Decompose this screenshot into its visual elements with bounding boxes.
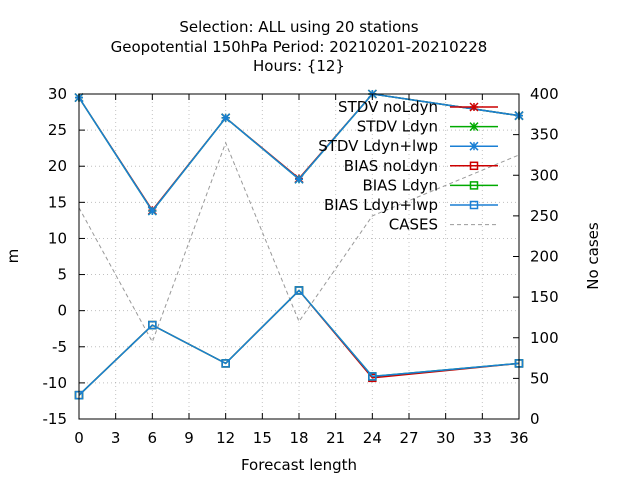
y-tick-label: 25 [48, 121, 67, 139]
series-cases [78, 141, 520, 344]
legend-label: CASES [389, 216, 438, 234]
legend-label: BIAS noLdyn [344, 157, 438, 175]
data-point-bias-ldyn-lwp [368, 372, 377, 381]
legend-marker-stroke [469, 122, 479, 132]
x-tick-label: 36 [509, 429, 528, 447]
x-axis-label: Forecast length [241, 456, 357, 474]
legend-marker [469, 141, 479, 151]
legend-item-bias-ldyn: BIAS Ldyn [362, 176, 498, 194]
x-tick-label: 27 [399, 429, 418, 447]
data-point-stdv-ldyn-lwp [147, 206, 157, 216]
x-tick-label: 30 [436, 429, 455, 447]
series-stdv-ldyn-lwp [74, 89, 524, 216]
data-point-stdv-ldyn-lwp-stroke [294, 174, 304, 184]
legend-label: BIAS Ldyn+lwp [324, 196, 438, 214]
data-point-stdv-ldyn-lwp-stroke [147, 206, 157, 216]
series-bias-ldyn-lwp [74, 286, 524, 400]
y2-tick-label: 100 [530, 329, 559, 347]
series-bias-ldyn [74, 286, 524, 400]
data-point-stdv-ldyn-lwp [294, 174, 304, 184]
grid [79, 94, 519, 419]
series-line-bias-ldyn-lwp [78, 289, 520, 396]
legend-item-cases: CASES [389, 216, 498, 234]
legend-marker [469, 102, 479, 112]
title-line-1: Selection: ALL using 20 stations [179, 18, 418, 36]
data-point-stdv-ldyn-lwp [221, 113, 231, 123]
legend-marker [469, 200, 479, 210]
legend-item-bias-ldyn-lwp: BIAS Ldyn+lwp [324, 196, 498, 214]
x-tick-label: 18 [289, 429, 308, 447]
y-tick-label: 0 [57, 302, 67, 320]
axis-ticks: 0 3 6 9 12 15 18 21 24 27 30 33 36-15-10-50510152025… [43, 85, 559, 447]
legend-marker-stroke [469, 102, 479, 112]
x-tick-label: 3 [111, 429, 121, 447]
y2-tick-label: 350 [530, 126, 559, 144]
x-tick-label: 33 [473, 429, 492, 447]
series-layer [74, 89, 524, 400]
legend-item-stdv-noldyn: STDV noLdyn [338, 98, 498, 116]
data-point-stdv-ldyn-lwp-stroke [221, 113, 231, 123]
title-line-3: Hours: {12} [253, 57, 345, 75]
y-tick-label: -15 [43, 410, 68, 428]
y-axis-label: m [4, 249, 22, 264]
x-tick-label: 21 [326, 429, 345, 447]
y2-tick-label: 250 [530, 207, 559, 225]
legend-label: STDV Ldyn+lwp [318, 137, 438, 155]
data-point-bias-ldyn-lwp [148, 320, 157, 330]
series-line-stdv-noldyn [78, 93, 520, 212]
legend-marker-stroke [469, 141, 479, 151]
x-tick-label: 24 [363, 429, 382, 447]
series-line-stdv-ldyn [78, 93, 520, 213]
x-tick-label: 0 [74, 429, 84, 447]
y2-tick-label: 150 [530, 288, 559, 306]
y-tick-label: -5 [52, 338, 67, 356]
y2-tick-label: 300 [530, 166, 559, 184]
x-tick-label: 12 [216, 429, 235, 447]
legend-label: STDV noLdyn [338, 98, 438, 116]
y2-tick-label: 400 [530, 85, 559, 103]
chart-title: Selection: ALL using 20 stations Geopote… [111, 18, 488, 75]
y2-tick-label: 200 [530, 248, 559, 266]
y-tick-label: -10 [43, 374, 68, 392]
x-tick-label: 9 [184, 429, 194, 447]
series-bias-noldyn [74, 286, 524, 400]
legend-label: BIAS Ldyn [362, 176, 438, 194]
y2-axis-label: No cases [584, 222, 602, 290]
series-line-stdv-ldyn-lwp [78, 93, 520, 213]
y-tick-label: 15 [48, 193, 67, 211]
series-line-cases [78, 141, 520, 344]
y2-tick-label: 50 [530, 369, 549, 387]
legend-marker [469, 122, 479, 132]
data-point-bias-ldyn-lwp [294, 286, 304, 295]
y-tick-label: 20 [48, 157, 67, 175]
y-tick-label: 5 [57, 266, 67, 284]
x-tick-label: 15 [253, 429, 272, 447]
legend-marker [469, 181, 479, 190]
data-point-bias-ldyn-lwp [221, 359, 230, 368]
legend-item-bias-noldyn: BIAS noLdyn [344, 157, 498, 175]
legend-label: STDV Ldyn [357, 118, 438, 136]
x-tick-label: 6 [148, 429, 158, 447]
legend-item-stdv-ldyn-lwp: STDV Ldyn+lwp [318, 137, 498, 155]
legend-item-stdv-ldyn: STDV Ldyn [357, 118, 498, 136]
title-line-2: Geopotential 150hPa Period: 20210201-202… [111, 38, 488, 56]
legend-marker [469, 161, 479, 171]
y2-tick-label: 0 [530, 410, 540, 428]
y-tick-label: 10 [48, 229, 67, 247]
y-tick-label: 30 [48, 85, 67, 103]
